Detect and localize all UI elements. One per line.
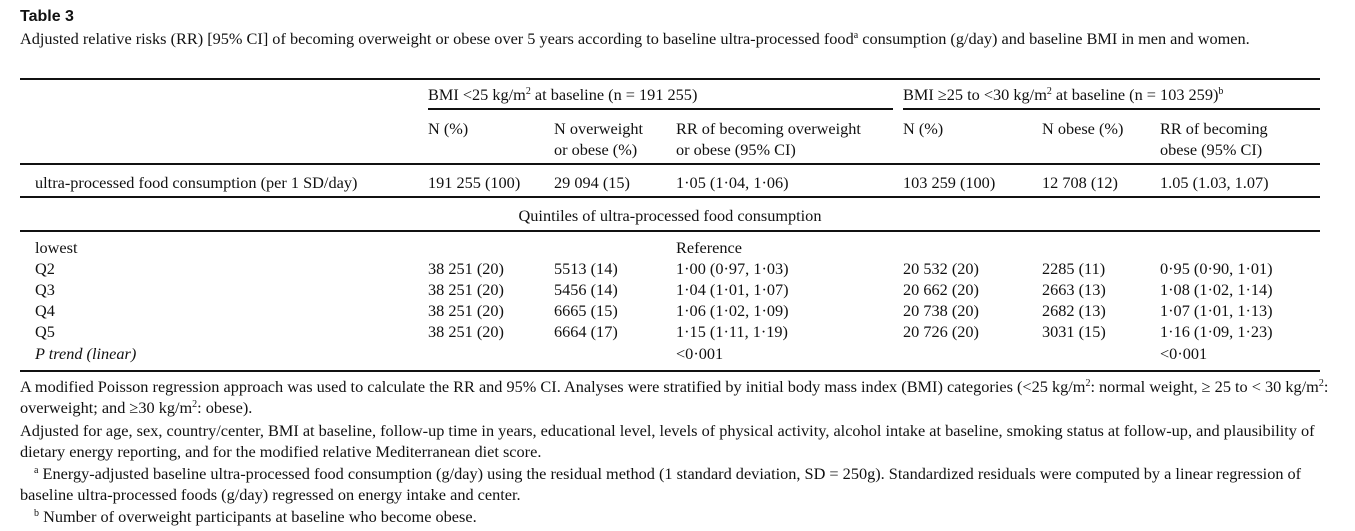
cell-n-pct-1: 38 251 (20) <box>428 259 504 278</box>
cell-rr-obese: 1·07 (1·01, 1·13) <box>1160 301 1273 320</box>
cell-n-obese: 2663 (13) <box>1042 280 1106 299</box>
cell-n-overweight: 6664 (17) <box>554 322 618 341</box>
table-label: Table 3 <box>20 8 74 25</box>
col-header-n-pct-1: N (%) <box>428 119 469 138</box>
col-header-rr-overweight: RR of becoming overweight or obese (95% C… <box>676 119 861 159</box>
group-header-bmi-under-25: BMI <25 kg/m2 at baseline (n = 191 255) <box>428 85 698 104</box>
header-rule <box>20 163 1320 165</box>
cell-rr-overweight: 1·15 (1·11, 1·19) <box>676 322 788 341</box>
cell-rr-obese: 1·08 (1·02, 1·14) <box>1160 280 1273 299</box>
top-rule <box>20 78 1320 80</box>
col-header-n-overweight: N overweight or obese (%) <box>554 119 644 159</box>
row-label: Q3 <box>35 280 55 299</box>
footnote-b: b Number of overweight participants at b… <box>34 507 477 526</box>
cell-rr-obese: <0·001 <box>1160 344 1208 363</box>
cell-n-overweight: 5456 (14) <box>554 280 618 299</box>
row-label: Q2 <box>35 259 55 278</box>
table-caption: Adjusted relative risks (RR) [95% CI] of… <box>20 29 1250 48</box>
cell-n-overweight: 5513 (14) <box>554 259 618 278</box>
cell-rr-overweight: <0·001 <box>676 344 724 363</box>
summary-rule <box>20 196 1320 198</box>
cell-rr-overweight: Reference <box>676 238 742 257</box>
cell-n-pct-2: 20 726 (20) <box>903 322 979 341</box>
cell-n-pct-1: 38 251 (20) <box>428 280 504 299</box>
row-label: ultra-processed food consumption (per 1 … <box>35 173 358 192</box>
cell-n-overweight: 29 094 (15) <box>554 173 630 192</box>
cell-rr-obese: 1.05 (1.03, 1.07) <box>1160 173 1269 192</box>
cell-n-pct-2: 20 738 (20) <box>903 301 979 320</box>
cell-n-obese: 3031 (15) <box>1042 322 1106 341</box>
group-rule-2 <box>903 108 1320 110</box>
quintile-heading: Quintiles of ultra-processed food consum… <box>518 206 822 225</box>
cell-n-obese: 12 708 (12) <box>1042 173 1118 192</box>
col-header-n-obese: N obese (%) <box>1042 119 1124 138</box>
cell-n-overweight: 6665 (15) <box>554 301 618 320</box>
cell-n-pct-1: 191 255 (100) <box>428 173 521 192</box>
table-note-methods: A modified Poisson regression approach w… <box>20 377 1329 417</box>
footnote-marker-a: a <box>853 30 859 41</box>
col-header-rr-obese: RR of becoming obese (95% CI) <box>1160 119 1268 159</box>
cell-rr-overweight: 1·04 (1·01, 1·07) <box>676 280 789 299</box>
cell-n-obese: 2285 (11) <box>1042 259 1106 278</box>
row-label: Q5 <box>35 322 55 341</box>
cell-rr-obese: 0·95 (0·90, 1·01) <box>1160 259 1273 278</box>
group-rule-1 <box>428 108 893 110</box>
cell-n-obese: 2682 (13) <box>1042 301 1106 320</box>
col-header-n-pct-2: N (%) <box>903 119 944 138</box>
cell-n-pct-2: 103 259 (100) <box>903 173 996 192</box>
footnote-marker-b: b <box>1218 86 1224 97</box>
cell-rr-obese: 1·16 (1·09, 1·23) <box>1160 322 1273 341</box>
footnote-a: a Energy-adjusted baseline ultra-process… <box>20 464 1302 504</box>
cell-rr-overweight: 1·05 (1·04, 1·06) <box>676 173 789 192</box>
cell-rr-overweight: 1·06 (1·02, 1·09) <box>676 301 789 320</box>
row-label: lowest <box>35 238 78 257</box>
quintile-rule <box>20 230 1320 232</box>
row-label: P trend (linear) <box>35 344 137 363</box>
cell-n-pct-1: 38 251 (20) <box>428 322 504 341</box>
bottom-rule <box>20 370 1320 372</box>
row-label: Q4 <box>35 301 55 320</box>
cell-n-pct-1: 38 251 (20) <box>428 301 504 320</box>
cell-n-pct-2: 20 532 (20) <box>903 259 979 278</box>
cell-n-pct-2: 20 662 (20) <box>903 280 979 299</box>
cell-rr-overweight: 1·00 (0·97, 1·03) <box>676 259 789 278</box>
group-header-bmi-25-30: BMI ≥25 to <30 kg/m2 at baseline (n = 10… <box>903 85 1224 104</box>
table-note-adjustment: Adjusted for age, sex, country/center, B… <box>20 421 1315 461</box>
